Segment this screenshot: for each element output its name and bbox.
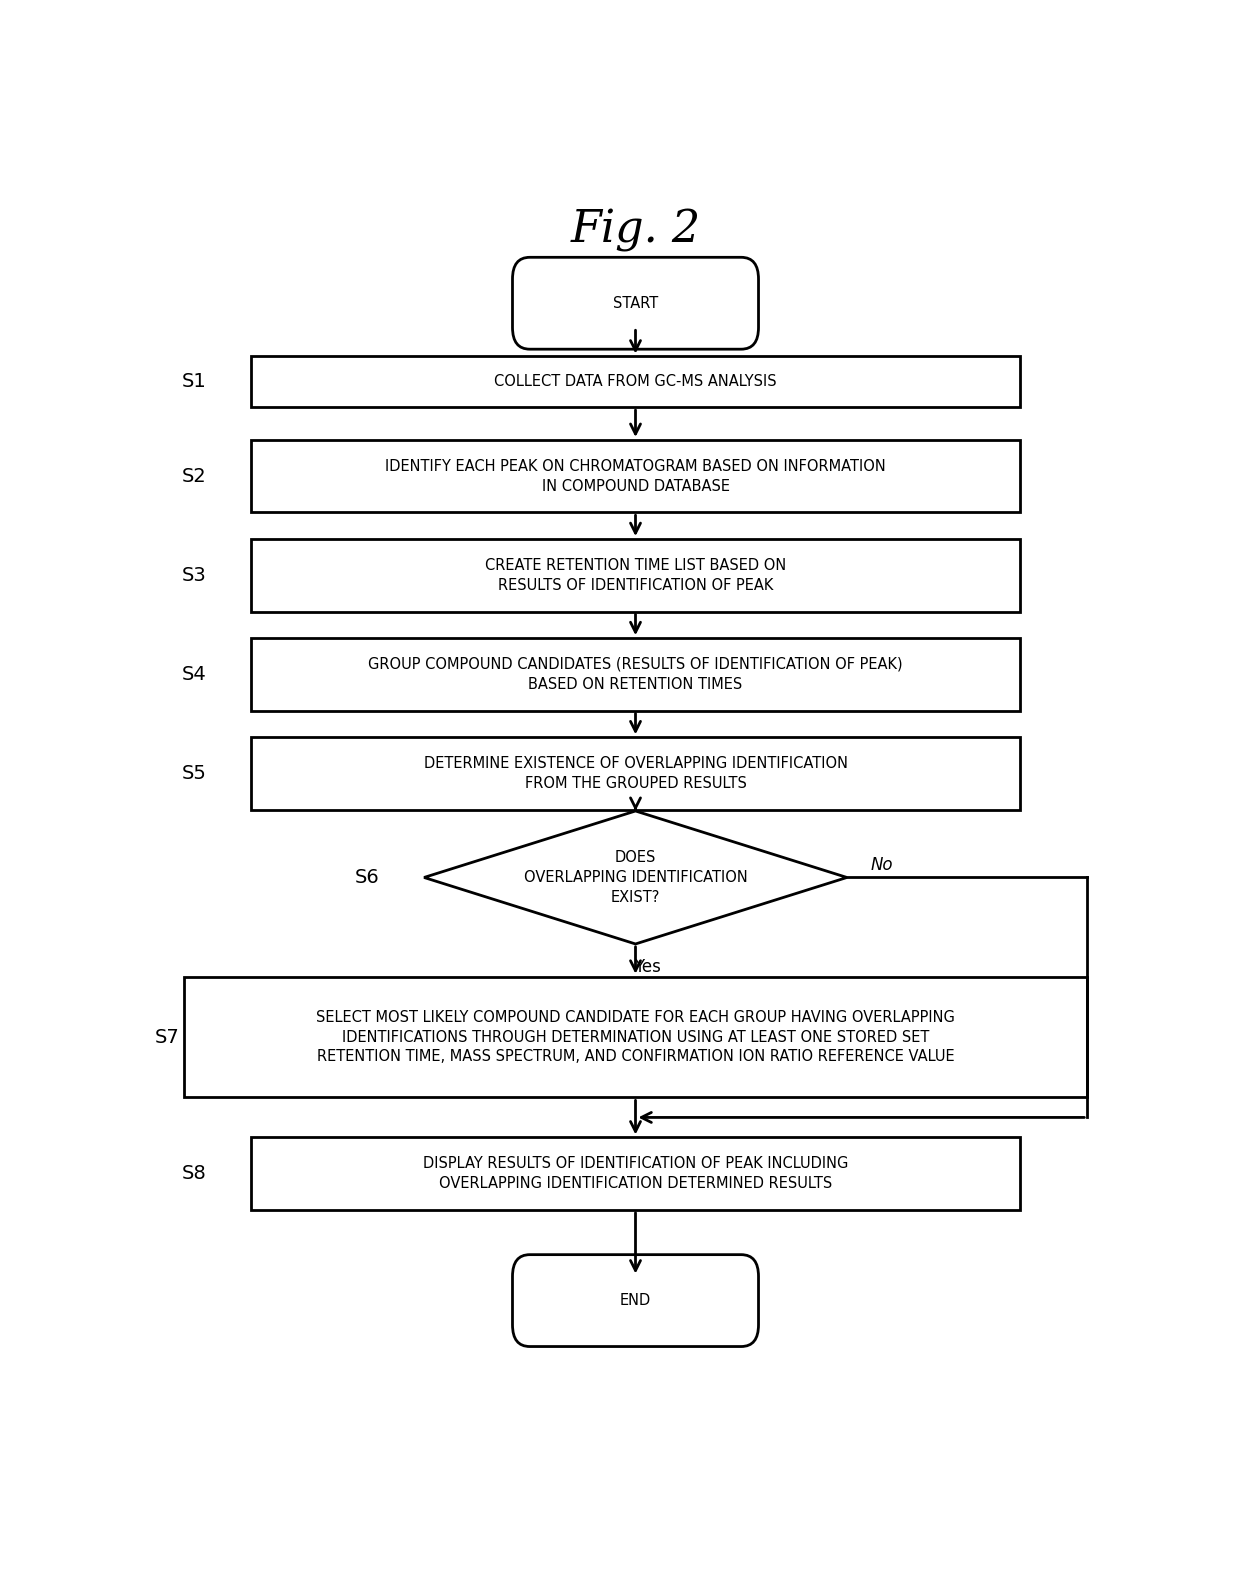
Text: DOES
OVERLAPPING IDENTIFICATION
EXIST?: DOES OVERLAPPING IDENTIFICATION EXIST? — [523, 851, 748, 904]
FancyBboxPatch shape — [512, 257, 759, 349]
Bar — [250, 356, 1021, 407]
Text: DISPLAY RESULTS OF IDENTIFICATION OF PEAK INCLUDING
OVERLAPPING IDENTIFICATION D: DISPLAY RESULTS OF IDENTIFICATION OF PEA… — [423, 1156, 848, 1192]
Text: Yes: Yes — [634, 958, 661, 977]
FancyBboxPatch shape — [512, 1254, 759, 1347]
Bar — [250, 637, 1021, 711]
Text: S6: S6 — [355, 868, 379, 887]
Bar — [184, 977, 1087, 1097]
Polygon shape — [424, 812, 847, 944]
Text: CREATE RETENTION TIME LIST BASED ON
RESULTS OF IDENTIFICATION OF PEAK: CREATE RETENTION TIME LIST BASED ON RESU… — [485, 557, 786, 592]
Text: Fig. 2: Fig. 2 — [570, 209, 701, 253]
Text: S8: S8 — [182, 1163, 207, 1184]
Text: START: START — [613, 295, 658, 311]
Text: S3: S3 — [182, 565, 207, 584]
Bar — [250, 539, 1021, 612]
Text: DETERMINE EXISTENCE OF OVERLAPPING IDENTIFICATION
FROM THE GROUPED RESULTS: DETERMINE EXISTENCE OF OVERLAPPING IDENT… — [424, 757, 847, 791]
Text: GROUP COMPOUND CANDIDATES (RESULTS OF IDENTIFICATION OF PEAK)
BASED ON RETENTION: GROUP COMPOUND CANDIDATES (RESULTS OF ID… — [368, 656, 903, 692]
Bar — [250, 738, 1021, 810]
Text: COLLECT DATA FROM GC-MS ANALYSIS: COLLECT DATA FROM GC-MS ANALYSIS — [495, 374, 776, 389]
Text: S1: S1 — [182, 372, 207, 391]
Text: S7: S7 — [154, 1027, 179, 1047]
Text: No: No — [870, 856, 894, 874]
Text: S4: S4 — [182, 664, 207, 685]
Text: SELECT MOST LIKELY COMPOUND CANDIDATE FOR EACH GROUP HAVING OVERLAPPING
IDENTIFI: SELECT MOST LIKELY COMPOUND CANDIDATE FO… — [316, 1010, 955, 1064]
Text: S5: S5 — [182, 765, 207, 783]
Text: IDENTIFY EACH PEAK ON CHROMATOGRAM BASED ON INFORMATION
IN COMPOUND DATABASE: IDENTIFY EACH PEAK ON CHROMATOGRAM BASED… — [386, 458, 885, 493]
Text: S2: S2 — [182, 466, 207, 485]
Bar — [250, 1137, 1021, 1210]
Bar — [250, 440, 1021, 512]
Text: END: END — [620, 1294, 651, 1308]
